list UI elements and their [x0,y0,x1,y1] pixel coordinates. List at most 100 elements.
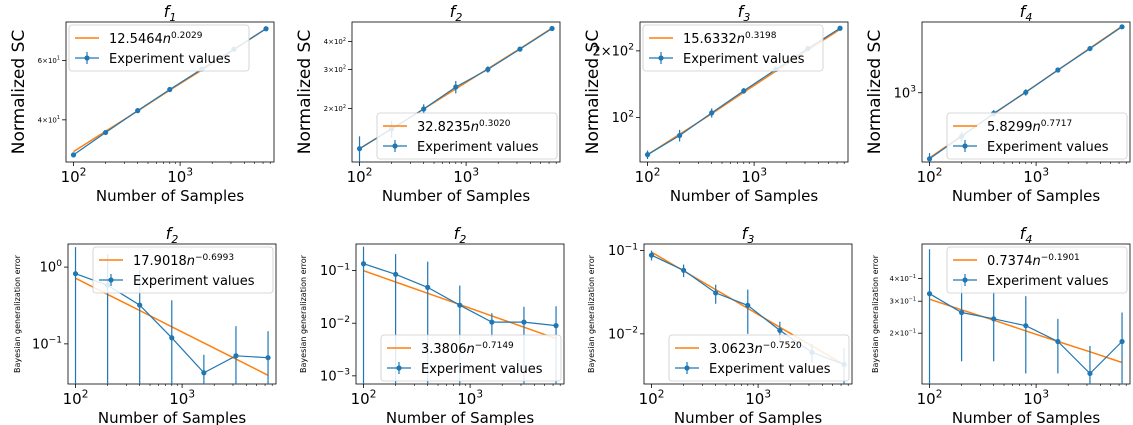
legend-fit-label: 12.5464n0.2029 [109,31,203,47]
x-tick-label: 102 [347,166,373,186]
experiment-point [72,271,79,277]
subplot-title: f4 [1020,2,1033,24]
legend-fit-label: 15.6332n0.3198 [683,31,777,47]
legend-fit-label: 0.7374n−0.1901 [987,253,1080,269]
legend-box [68,24,250,72]
experiment-point [457,302,463,308]
y-tick-label: 4×102 [324,37,346,46]
experiment-point [489,319,495,325]
legend-exp-marker [108,277,114,283]
y-tick-label: 10−1 [320,262,350,279]
experiment-point [70,152,77,158]
x-tick-label: 102 [917,166,943,186]
experiment-point [521,319,527,325]
legend-exp-label: Experiment values [987,140,1109,155]
experiment-point [201,370,207,376]
legend-exp-marker [392,143,398,149]
x-axis-label: Number of Samples [96,187,244,205]
x-tick-label: 103 [1023,388,1049,408]
legend-exp-label: Experiment values [133,274,255,289]
legend-exp-marker [962,277,968,283]
legend-box [376,112,558,160]
experiment-point [553,323,559,329]
subplot-3: 102 103 102 2×102 f3 Number of Samples Normali… [583,2,849,205]
experiment-point [233,353,239,359]
x-axis-label: Number of Samples [382,187,530,205]
experiment-point [265,355,271,361]
y-tick-label: 3×102 [324,65,346,74]
experiment-point [1087,45,1093,52]
y-tick-label: 10−1 [608,242,638,259]
experiment-point [263,26,269,32]
x-tick-label: 103 [167,166,193,186]
experiment-point [356,146,363,152]
x-tick-label: 102 [61,166,87,186]
x-tick-label: 103 [745,388,771,408]
legend-exp-marker [396,365,402,371]
y-tick-label: 10−1 [32,336,62,353]
legend-fit-label: 3.0623n−0.7520 [709,341,802,357]
experiment-point [421,106,427,112]
subplot-title: f3 [742,224,755,246]
legend-exp-marker [962,143,968,149]
y-axis-label: Bayesian generalization error [13,254,22,373]
experiment-point [1023,89,1029,95]
experiment-point [777,327,783,334]
legend: 15.6332n0.3198 Experiment values [642,24,824,72]
legend-exp-marker [684,365,690,371]
legend-box [668,334,850,382]
experiment-point [644,152,651,158]
experiment-point [453,84,459,90]
y-tick-label: 2×102 [592,43,634,60]
legend: 12.5464n0.2029 Experiment values [68,24,250,72]
x-tick-label: 102 [635,166,661,186]
experiment-point [677,132,683,139]
x-axis-label: Number of Samples [98,409,246,425]
subplot-4: 102 103 103 f4 Number of Samples Normalized S… [865,2,1131,205]
experiment-point [1055,67,1061,73]
experiment-point [1087,370,1093,377]
subplot-7: 102 103 10−2 10−1 f3 Number of Samples Bayesia… [587,224,853,425]
experiment-point [741,88,747,94]
y-tick-label: 6×101 [38,56,60,65]
subplot-6: 102 103 10−3 10−2 10−1 f2 Number of Samples Bay… [299,224,565,425]
experiment-point [549,25,555,32]
experiment-point [926,156,933,162]
legend-exp-marker [658,55,664,61]
experiment-point [167,86,173,93]
subplot-1: 102 103 4×101 6×101 f1 Number of Samples Norma… [9,2,275,205]
y-axis-label: Normalized SC [9,30,29,154]
legend-exp-label: Experiment values [709,362,831,377]
subplot-title: f4 [1020,224,1033,246]
y-tick-label: 102 [612,109,634,126]
x-tick-label: 102 [639,388,665,408]
x-axis-label: Number of Samples [670,187,818,205]
legend: 0.7374n−0.1901 Experiment values [946,246,1128,294]
experiment-point [745,302,751,308]
x-tick-label: 102 [351,388,377,408]
y-tick-label: 103 [894,84,917,101]
y-tick-label: 100 [40,259,63,276]
experiment-point [393,271,399,277]
experiment-point [926,291,933,297]
experiment-point [135,108,141,114]
x-tick-label: 103 [453,166,479,186]
subplot-title: f2 [454,224,467,246]
y-axis-label: Bayesian generalization error [871,254,880,373]
legend: 5.8299n0.7717 Experiment values [946,112,1128,160]
subplot-title: f2 [450,2,463,24]
y-axis-label: Bayesian generalization error [587,254,596,373]
x-tick-label: 103 [169,388,195,408]
y-tick-label: 4×10−1 [890,274,916,283]
experiment-point [425,284,431,290]
y-axis-label: Normalized SC [583,30,603,154]
legend-exp-label: Experiment values [417,140,539,155]
subplot-title: f3 [738,2,751,24]
legend-box [946,246,1128,294]
experiment-point [959,309,965,316]
x-axis-label: Number of Samples [952,409,1100,425]
legend-exp-label: Experiment values [421,362,543,377]
legend-fit-label: 17.9018n−0.6993 [133,253,234,269]
